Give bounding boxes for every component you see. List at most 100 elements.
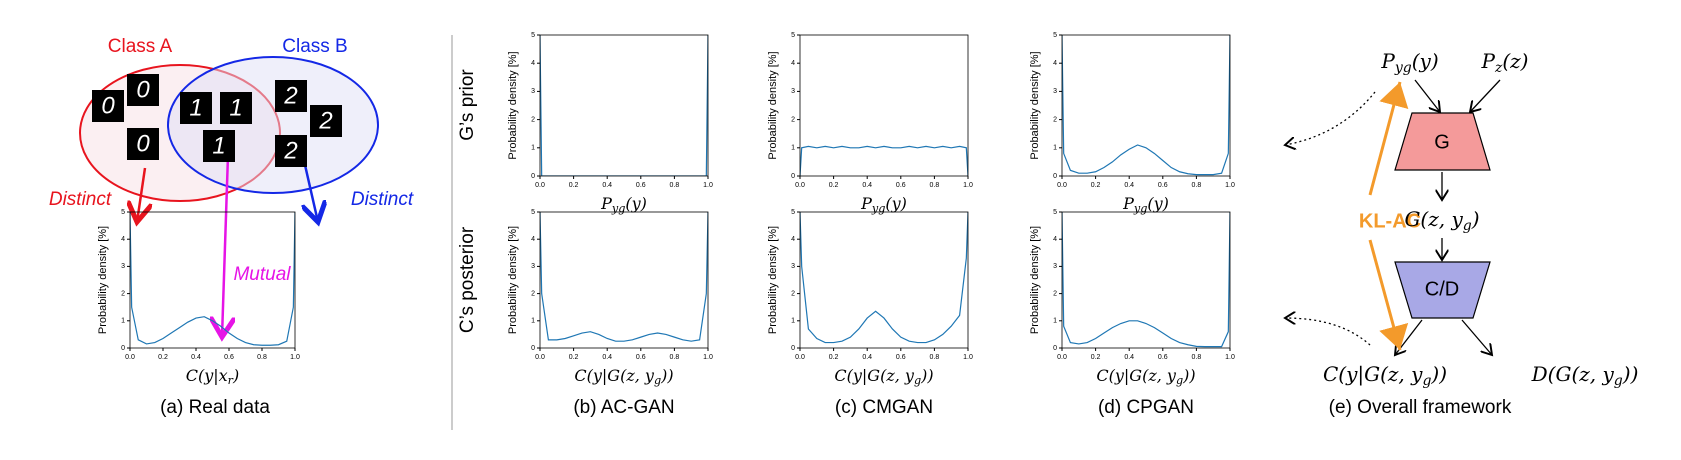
density-line xyxy=(800,212,968,344)
class-b-label: Class B xyxy=(282,36,347,57)
x-tick-label: 0.8 xyxy=(670,182,680,189)
y-tick-label: 0 xyxy=(531,173,535,180)
x-tick-label: 0.2 xyxy=(569,354,579,361)
generator-block xyxy=(1394,112,1491,171)
math-label: D(G(z, yg)) xyxy=(1531,362,1639,390)
y-tick-label: 1 xyxy=(531,318,535,325)
generator-label: G xyxy=(1434,131,1450,153)
math-label: C(y|xr) xyxy=(186,366,240,387)
subscript: g xyxy=(1422,373,1431,389)
x-tick-label: 0.4 xyxy=(602,182,612,189)
plot-area xyxy=(1062,212,1230,348)
digit-image xyxy=(275,80,307,112)
plot-area xyxy=(800,212,968,344)
y-tick-label: 5 xyxy=(1053,32,1057,39)
digit: 0 xyxy=(101,92,115,119)
arrow xyxy=(1461,319,1492,355)
caption: (c) CMGAN xyxy=(835,397,933,418)
dotted-arrow xyxy=(1285,318,1371,346)
y-tick-label: 0 xyxy=(121,345,125,352)
label-part: D(G(z, y xyxy=(1531,362,1615,386)
y-tick-label: 5 xyxy=(791,209,795,216)
math-label: C(y|G(z, yg)) xyxy=(1323,362,1447,390)
math-label: Pyg(y) xyxy=(600,194,647,215)
x-tick-label: 0.4 xyxy=(1124,354,1134,361)
y-tick-label: 3 xyxy=(791,263,795,270)
x-tick-label: 1.0 xyxy=(290,354,300,361)
arrow xyxy=(1414,79,1440,112)
label-part: ) xyxy=(1471,207,1480,231)
digit: 0 xyxy=(136,76,150,103)
y-tick-label: 1 xyxy=(531,145,535,152)
x-tick-label: 0.4 xyxy=(191,354,201,361)
x-tick-label: 0.8 xyxy=(1192,182,1202,189)
x-tick-label: 0.0 xyxy=(1057,182,1067,189)
arrow xyxy=(1470,79,1501,112)
plot-area xyxy=(540,35,708,176)
x-tick-label: 0.8 xyxy=(1192,354,1202,361)
density-line xyxy=(540,212,708,342)
x-tick-label: 1.0 xyxy=(963,182,973,189)
x-tick-label: 0.4 xyxy=(862,354,872,361)
plot-area xyxy=(540,212,708,342)
x-tick-label: 0.0 xyxy=(535,354,545,361)
x-tick-label: 0.2 xyxy=(1091,354,1101,361)
plot-frame xyxy=(129,211,296,349)
math-label: C(y|G(z, yg)) xyxy=(1096,366,1195,387)
math-label: G(z, yg) xyxy=(1404,207,1479,235)
loss-label: KL-AC xyxy=(1359,210,1421,232)
x-tick-label: 1.0 xyxy=(1225,354,1235,361)
label-part: (y) xyxy=(625,194,647,213)
x-tick-label: 0.6 xyxy=(1158,182,1168,189)
subscript: yg xyxy=(1133,202,1147,215)
discriminator-block xyxy=(1394,261,1491,319)
digit: 0 xyxy=(136,130,150,157)
plot-area xyxy=(1062,35,1230,176)
distinct-label: Distinct xyxy=(49,189,112,210)
subscript: g xyxy=(1176,374,1183,387)
math-label: Pz(z) xyxy=(1480,49,1528,77)
subscript: yg xyxy=(871,202,885,215)
subscript: g xyxy=(914,374,921,387)
dotted-arrow xyxy=(1285,91,1376,145)
y-tick-label: 4 xyxy=(791,60,795,67)
label-part: G(z, y xyxy=(1404,207,1463,231)
y-tick-label: 1 xyxy=(1053,145,1057,152)
y-tick-label: 2 xyxy=(531,116,535,123)
x-tick-label: 0.2 xyxy=(829,182,839,189)
x-tick-label: 0.4 xyxy=(1124,182,1134,189)
x-tick-label: 0.2 xyxy=(829,354,839,361)
plot-area xyxy=(130,212,295,346)
digit-image xyxy=(310,105,342,137)
x-tick-label: 0.8 xyxy=(930,354,940,361)
x-tick-label: 0.6 xyxy=(1158,354,1168,361)
plot-frame xyxy=(799,211,969,349)
label-part: C(y|G(z, y xyxy=(834,366,915,385)
subscript: z xyxy=(1494,60,1503,76)
y-tick-label: 0 xyxy=(791,173,795,180)
x-tick-label: 0.6 xyxy=(896,182,906,189)
caption: (a) Real data xyxy=(160,397,270,418)
y-axis-label: Probability density [%] xyxy=(507,226,519,334)
y-tick-label: 2 xyxy=(531,290,535,297)
subscript: g xyxy=(654,374,661,387)
y-tick-label: 2 xyxy=(1053,116,1057,123)
y-axis-label: Probability density [%] xyxy=(1029,226,1041,334)
math-label: Pyg(y) xyxy=(1122,194,1169,215)
x-tick-label: 1.0 xyxy=(1225,182,1235,189)
label-part: P xyxy=(1122,194,1134,213)
x-tick-label: 0.0 xyxy=(1057,354,1067,361)
plot-frame xyxy=(539,34,709,177)
label-part: C(y|G(z, y xyxy=(574,366,655,385)
label-part: C(y|G(z, y xyxy=(1323,362,1423,387)
y-axis-label: Probability density [%] xyxy=(767,51,779,159)
y-tick-label: 2 xyxy=(121,290,125,297)
density-line xyxy=(1062,212,1230,348)
digit-image xyxy=(127,74,159,106)
x-tick-label: 0.0 xyxy=(535,182,545,189)
math-label: Pyg(y) xyxy=(860,194,907,215)
caption: (e) Overall framework xyxy=(1329,397,1512,418)
y-tick-label: 1 xyxy=(1053,318,1057,325)
y-tick-label: 0 xyxy=(1053,173,1057,180)
